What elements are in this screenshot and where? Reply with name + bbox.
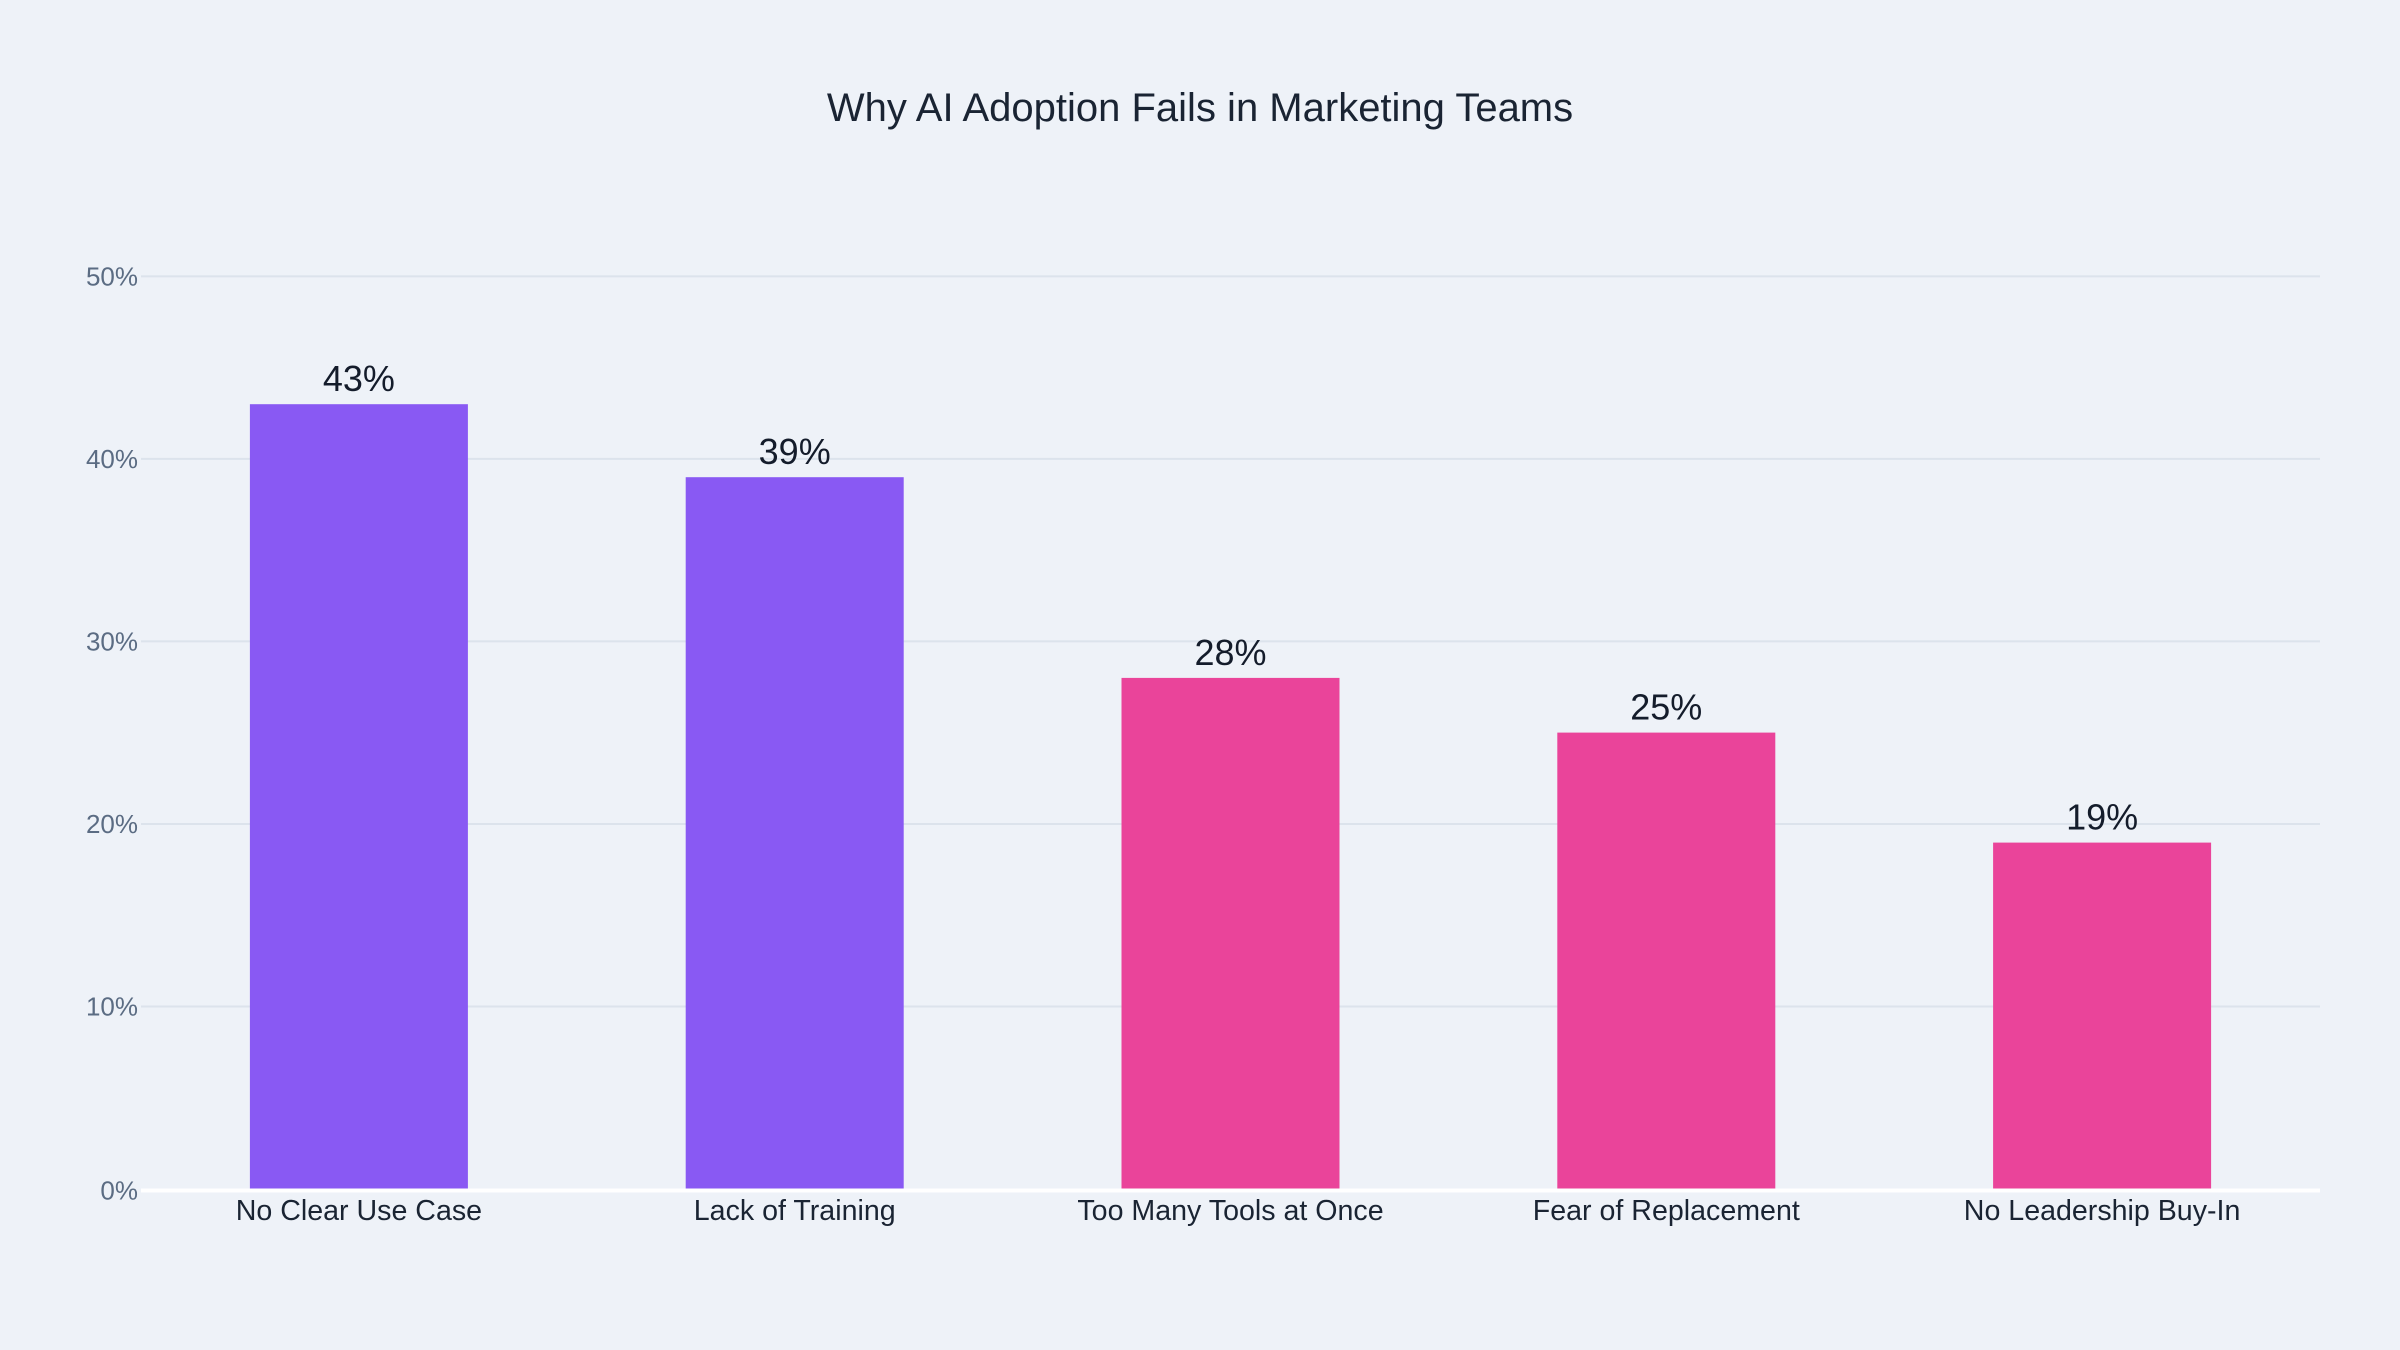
svg-text:25%: 25% bbox=[1630, 687, 1702, 728]
svg-text:No Leadership Buy-In: No Leadership Buy-In bbox=[1964, 1195, 2241, 1227]
svg-text:Too Many Tools at Once: Too Many Tools at Once bbox=[1077, 1195, 1383, 1227]
svg-text:10%: 10% bbox=[86, 992, 138, 1022]
svg-text:Why AI Adoption Fails in Marke: Why AI Adoption Fails in Marketing Teams bbox=[827, 86, 1573, 130]
svg-text:19%: 19% bbox=[2066, 797, 2138, 838]
svg-text:28%: 28% bbox=[1194, 632, 1266, 673]
svg-text:43%: 43% bbox=[323, 358, 395, 399]
svg-text:20%: 20% bbox=[86, 809, 138, 839]
svg-text:50%: 50% bbox=[86, 262, 138, 292]
svg-text:No Clear Use Case: No Clear Use Case bbox=[236, 1195, 482, 1227]
svg-text:Fear of Replacement: Fear of Replacement bbox=[1533, 1195, 1800, 1227]
svg-text:40%: 40% bbox=[86, 444, 138, 474]
svg-text:39%: 39% bbox=[759, 431, 831, 472]
svg-text:30%: 30% bbox=[86, 627, 138, 657]
svg-text:0%: 0% bbox=[100, 1176, 138, 1206]
svg-text:Lack of Training: Lack of Training bbox=[694, 1195, 896, 1227]
